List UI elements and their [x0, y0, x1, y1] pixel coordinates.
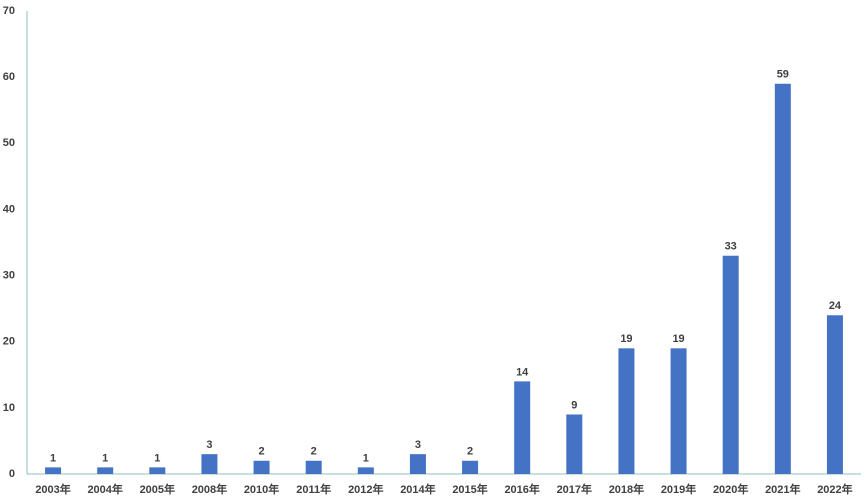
bar — [357, 467, 374, 474]
bar — [253, 460, 270, 474]
bar — [774, 83, 791, 474]
bar — [305, 460, 322, 474]
bar — [97, 467, 114, 474]
data-label: 3 — [415, 439, 421, 451]
x-tick-label: 2010年 — [244, 482, 279, 496]
y-tick-label: 10 — [3, 402, 15, 414]
bar — [45, 467, 62, 474]
y-tick-label: 70 — [3, 5, 15, 17]
bar — [826, 315, 843, 474]
data-label: 1 — [363, 452, 369, 464]
bar — [566, 414, 583, 474]
x-tick-label: 2016年 — [504, 482, 539, 496]
data-label: 2 — [259, 446, 265, 458]
data-label: 14 — [516, 366, 529, 378]
bar — [201, 454, 218, 474]
x-tick-label: 2003年 — [35, 482, 70, 496]
data-label: 24 — [829, 300, 842, 312]
y-tick-label: 30 — [3, 269, 15, 281]
x-tick-label: 2017年 — [557, 482, 592, 496]
data-label: 3 — [206, 439, 212, 451]
data-label: 1 — [50, 452, 56, 464]
data-label: 19 — [620, 333, 632, 345]
y-tick-label: 60 — [3, 71, 15, 83]
x-tick-label: 2015年 — [452, 482, 487, 496]
bar — [149, 467, 166, 474]
data-label: 1 — [154, 452, 160, 464]
bar — [618, 348, 635, 474]
x-tick-label: 2020年 — [713, 482, 748, 496]
data-label: 2 — [311, 446, 317, 458]
x-tick-label: 2004年 — [87, 482, 122, 496]
bar — [514, 381, 531, 474]
y-tick-label: 20 — [3, 336, 15, 348]
data-label: 19 — [672, 333, 684, 345]
bar — [409, 454, 426, 474]
x-tick-label: 2018年 — [609, 482, 644, 496]
data-label: 9 — [571, 399, 577, 411]
bar — [670, 348, 687, 474]
x-tick-label: 2011年 — [296, 482, 331, 496]
data-label: 2 — [467, 446, 473, 458]
data-label: 33 — [725, 241, 737, 253]
x-tick-label: 2019年 — [661, 482, 696, 496]
x-tick-label: 2022年 — [817, 482, 852, 496]
y-tick-label: 0 — [9, 468, 15, 480]
bar — [722, 255, 739, 474]
x-tick-label: 2021年 — [765, 482, 800, 496]
x-tick-label: 2008年 — [192, 482, 227, 496]
bar — [462, 460, 479, 474]
x-tick-label: 2005年 — [140, 482, 175, 496]
y-tick-label: 40 — [3, 203, 15, 215]
y-tick-label: 50 — [3, 137, 15, 149]
x-tick-label: 2012年 — [348, 482, 383, 496]
data-label: 59 — [777, 69, 789, 81]
x-tick-label: 2014年 — [400, 482, 435, 496]
data-label: 1 — [102, 452, 108, 464]
